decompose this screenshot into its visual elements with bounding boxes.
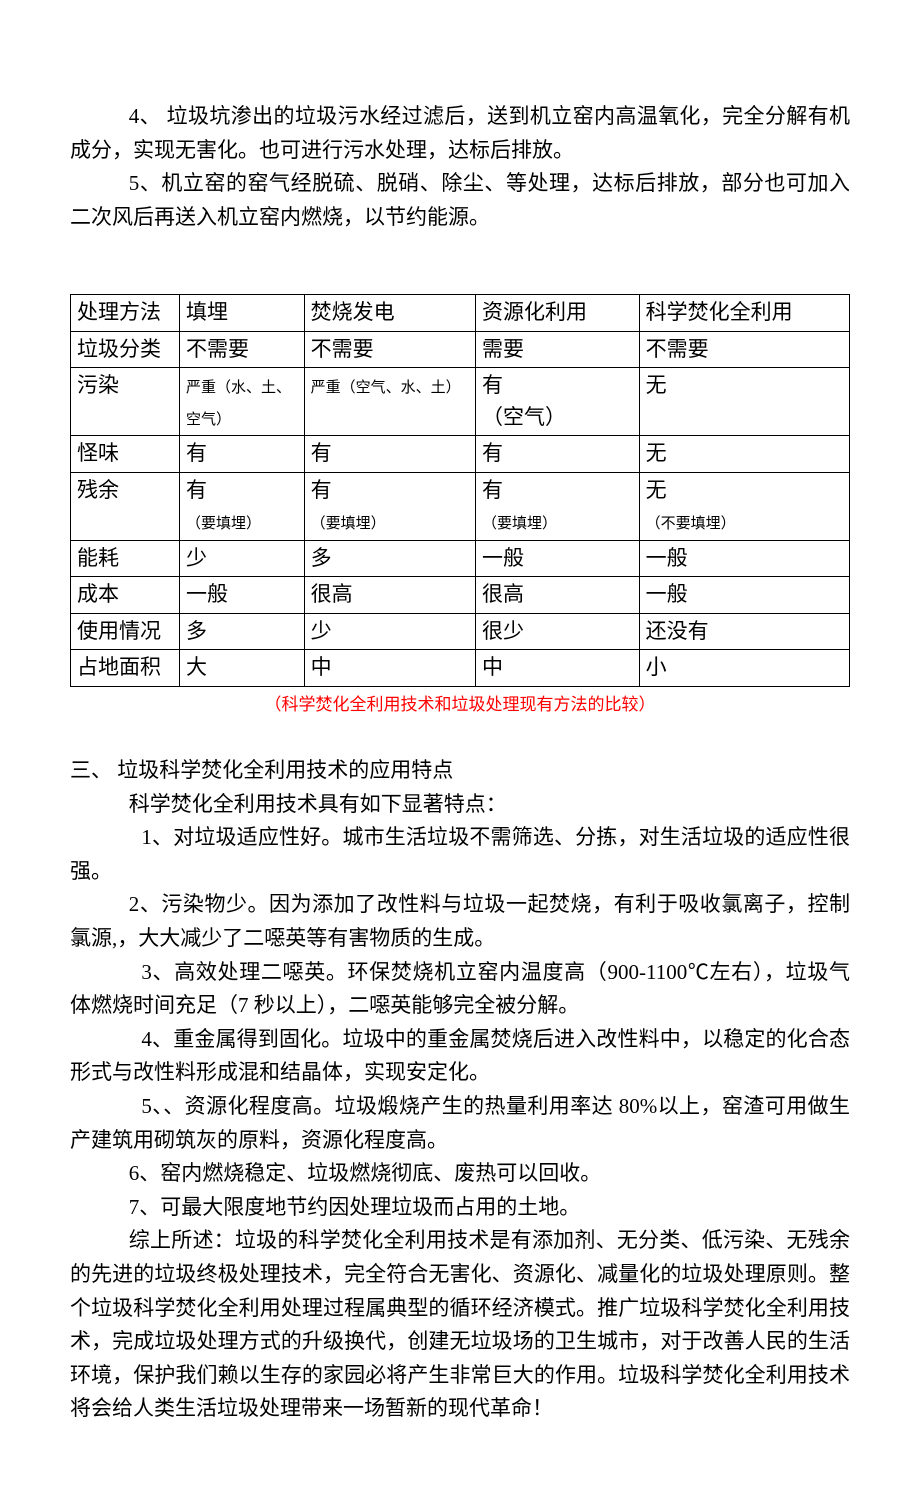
row-label: 污染 bbox=[71, 368, 180, 436]
cell: 严重（空气、水、土） bbox=[304, 368, 475, 436]
cell: 不需要 bbox=[304, 331, 475, 368]
cell: 有 （空气） bbox=[476, 368, 640, 436]
comparison-table-wrap: 处理方法 填埋 焚烧发电 资源化利用 科学焚化全利用 垃圾分类 不需要 不需要 … bbox=[70, 294, 850, 718]
cell: 小 bbox=[639, 650, 849, 687]
cell: 少 bbox=[180, 540, 305, 577]
section3-p7: 7、可最大限度地节约因处理垃圾而占用的土地。 bbox=[70, 1191, 850, 1225]
section3-p2: 2、污染物少。因为添加了改性料与垃圾一起焚烧，有利于吸收氯离子，控制氯源,，大大… bbox=[70, 888, 850, 955]
cell: 大 bbox=[180, 650, 305, 687]
row-label: 成本 bbox=[71, 577, 180, 614]
cell: 一般 bbox=[639, 540, 849, 577]
section3-p1: 1、对垃圾适应性好。城市生活垃圾不需筛选、分拣，对生活垃圾的适应性很强。 bbox=[70, 821, 850, 888]
cell-line1: 有 bbox=[482, 373, 503, 397]
cell-note: （要填埋） bbox=[482, 516, 557, 532]
table-row: 残余 有（要填埋） 有（要填埋） 有（要填埋） 无（不要填埋） bbox=[71, 472, 850, 540]
table-row: 能耗 少 多 一般 一般 bbox=[71, 540, 850, 577]
cell-note: 严重（水、土、空气） bbox=[186, 380, 291, 428]
comparison-table: 处理方法 填埋 焚烧发电 资源化利用 科学焚化全利用 垃圾分类 不需要 不需要 … bbox=[70, 294, 850, 687]
cell: 多 bbox=[180, 613, 305, 650]
cell-note: （要填埋） bbox=[311, 516, 386, 532]
cell: 一般 bbox=[639, 577, 849, 614]
cell: 很高 bbox=[304, 577, 475, 614]
table-row: 垃圾分类 不需要 不需要 需要 不需要 bbox=[71, 331, 850, 368]
cell: 有（要填埋） bbox=[476, 472, 640, 540]
cell: 需要 bbox=[476, 331, 640, 368]
table-row: 占地面积 大 中 中 小 bbox=[71, 650, 850, 687]
row-label: 占地面积 bbox=[71, 650, 180, 687]
section3-p5: 5、、资源化程度高。垃圾煅烧产生的热量利用率达 80%以上，窑渣可用做生产建筑用… bbox=[70, 1090, 850, 1157]
table-row: 成本 一般 很高 很高 一般 bbox=[71, 577, 850, 614]
col-header-method: 处理方法 bbox=[71, 295, 180, 332]
cell: 很少 bbox=[476, 613, 640, 650]
cell: 有 bbox=[476, 436, 640, 473]
cell: 无（不要填埋） bbox=[639, 472, 849, 540]
intro-para-5: 5、机立窑的窑气经脱硫、脱硝、除尘、等处理，达标后排放，部分也可加入二次风后再送… bbox=[70, 167, 850, 234]
cell-line2: （空气） bbox=[482, 405, 566, 429]
row-label: 怪味 bbox=[71, 436, 180, 473]
col-header-incineration: 焚烧发电 bbox=[304, 295, 475, 332]
section3-p6: 6、窑内燃烧稳定、垃圾燃烧彻底、废热可以回收。 bbox=[70, 1157, 850, 1191]
cell: 还没有 bbox=[639, 613, 849, 650]
table-header-row: 处理方法 填埋 焚烧发电 资源化利用 科学焚化全利用 bbox=[71, 295, 850, 332]
cell-note: （要填埋） bbox=[186, 516, 261, 532]
cell: 很高 bbox=[476, 577, 640, 614]
row-label: 垃圾分类 bbox=[71, 331, 180, 368]
section3-p4: 4、重金属得到固化。垃圾中的重金属焚烧后进入改性料中，以稳定的化合态形式与改性料… bbox=[70, 1023, 850, 1090]
cell: 少 bbox=[304, 613, 475, 650]
table-row: 污染 严重（水、土、空气） 严重（空气、水、土） 有 （空气） 无 bbox=[71, 368, 850, 436]
col-header-scientific: 科学焚化全利用 bbox=[639, 295, 849, 332]
cell-note: （不要填埋） bbox=[646, 516, 736, 532]
cell: 一般 bbox=[476, 540, 640, 577]
row-label: 残余 bbox=[71, 472, 180, 540]
cell: 不需要 bbox=[180, 331, 305, 368]
cell-note: 严重（空气、水、土） bbox=[311, 380, 461, 396]
cell: 无 bbox=[639, 368, 849, 436]
cell: 无 bbox=[639, 436, 849, 473]
section3-heading: 三、 垃圾科学焚化全利用技术的应用特点 bbox=[70, 754, 850, 788]
cell: 有 bbox=[304, 436, 475, 473]
cell: 中 bbox=[476, 650, 640, 687]
table-caption: （科学焚化全利用技术和垃圾处理现有方法的比较） bbox=[70, 691, 850, 718]
cell: 不需要 bbox=[639, 331, 849, 368]
table-row: 怪味 有 有 有 无 bbox=[71, 436, 850, 473]
cell: 有（要填埋） bbox=[304, 472, 475, 540]
row-label: 使用情况 bbox=[71, 613, 180, 650]
cell: 中 bbox=[304, 650, 475, 687]
cell: 有（要填埋） bbox=[180, 472, 305, 540]
cell: 一般 bbox=[180, 577, 305, 614]
section3-summary: 综上所述：垃圾的科学焚化全利用技术是有添加剂、无分类、低污染、无残余的先进的垃圾… bbox=[70, 1224, 850, 1426]
table-row: 使用情况 多 少 很少 还没有 bbox=[71, 613, 850, 650]
cell: 多 bbox=[304, 540, 475, 577]
cell: 严重（水、土、空气） bbox=[180, 368, 305, 436]
col-header-landfill: 填埋 bbox=[180, 295, 305, 332]
section3-intro: 科学焚化全利用技术具有如下显著特点： bbox=[70, 788, 850, 822]
col-header-resource: 资源化利用 bbox=[476, 295, 640, 332]
row-label: 能耗 bbox=[71, 540, 180, 577]
section3-p3: 3、高效处理二噁英。环保焚烧机立窑内温度高（900-1100℃左右），垃圾气体燃… bbox=[70, 956, 850, 1023]
intro-para-4: 4、 垃圾坑渗出的垃圾污水经过滤后，送到机立窑内高温氧化，完全分解有机成分，实现… bbox=[70, 100, 850, 167]
cell: 有 bbox=[180, 436, 305, 473]
